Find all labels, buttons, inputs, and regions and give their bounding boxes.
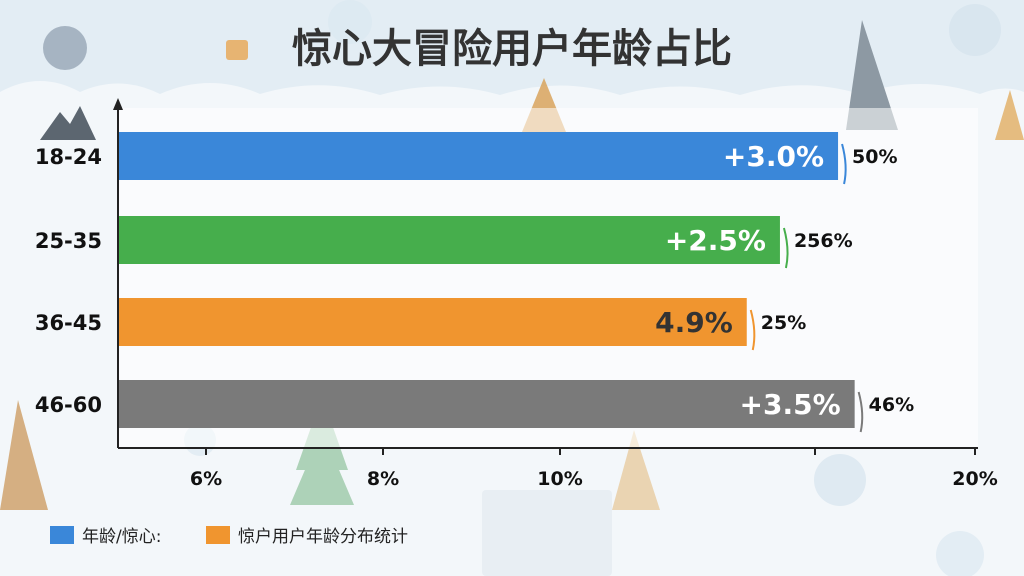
mountain-icon (40, 106, 96, 140)
paper-icon (482, 490, 612, 576)
bar-value-label: +3.0% (723, 140, 824, 173)
bar-side-label: 46% (869, 394, 914, 416)
bubble-icon (936, 531, 984, 576)
chart-axes (113, 98, 978, 449)
bar-value-label: +3.5% (740, 388, 841, 421)
tent-icon (846, 20, 898, 130)
bar-side-label: 25% (761, 312, 806, 334)
x-tick-group: 6% 8% 10% 20% (190, 448, 998, 490)
y-axis-arrow (113, 98, 123, 110)
legend-label: 年龄/惊心: (82, 527, 161, 547)
category-label-group: 18-24 25-35 36-45 46-60 (35, 145, 102, 417)
x-tick-label: 6% (190, 468, 222, 490)
legend-label: 惊户用户年龄分布统计 (238, 527, 408, 547)
bar-value-label: +2.5% (665, 224, 766, 257)
tree-icon (290, 396, 354, 505)
bars-group (119, 132, 855, 428)
legend-swatch (50, 526, 74, 544)
bar (119, 298, 747, 346)
bar (119, 216, 780, 264)
bar-side-label: 50% (852, 146, 897, 168)
trend-arrow (782, 227, 789, 269)
bar (119, 380, 855, 428)
category-label: 36-45 (35, 311, 102, 335)
chart-title: 惊心大冒险用户年龄占比 (292, 26, 732, 72)
tent-icon (612, 430, 660, 510)
tent-icon (0, 400, 48, 510)
x-tick-label: 10% (537, 468, 582, 490)
trend-arrow (857, 391, 864, 433)
category-label: 46-60 (35, 393, 102, 417)
tent-icon (995, 90, 1024, 140)
bar-label-group: +3.0% +2.5% 4.9% +3.5% (655, 140, 841, 421)
mug-icon (226, 40, 248, 60)
legend-swatch (206, 526, 230, 544)
x-tick-label: 20% (952, 468, 997, 490)
legend: 年龄/惊心: 惊户用户年龄分布统计 (50, 526, 408, 547)
side-label-group: 50% 256% 25% 46% (749, 143, 914, 433)
trend-arrow (749, 309, 756, 351)
bar-value-label: 4.9% (655, 306, 733, 339)
bubble-icon (328, 0, 372, 44)
bar (119, 132, 839, 180)
category-label: 18-24 (35, 145, 102, 169)
bar-side-label: 256% (794, 230, 853, 252)
x-tick-label: 8% (367, 468, 399, 490)
bubble-icon (949, 4, 1001, 56)
creature-icon (43, 26, 87, 70)
cloud-band (0, 0, 1024, 95)
category-label: 25-35 (35, 229, 102, 253)
trend-arrow (841, 143, 847, 185)
bubble-icon (814, 454, 866, 506)
